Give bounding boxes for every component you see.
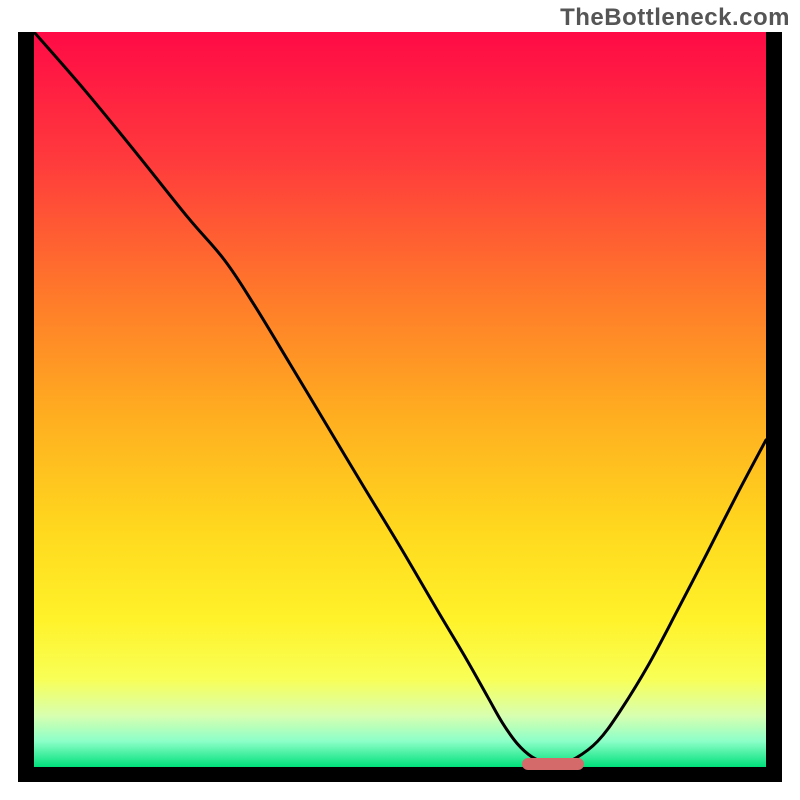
chart-frame xyxy=(18,32,782,782)
chart-plot-area xyxy=(34,32,766,767)
bottleneck-curve xyxy=(34,32,766,767)
watermark-text: TheBottleneck.com xyxy=(560,4,790,32)
optimal-range-marker xyxy=(522,758,585,770)
